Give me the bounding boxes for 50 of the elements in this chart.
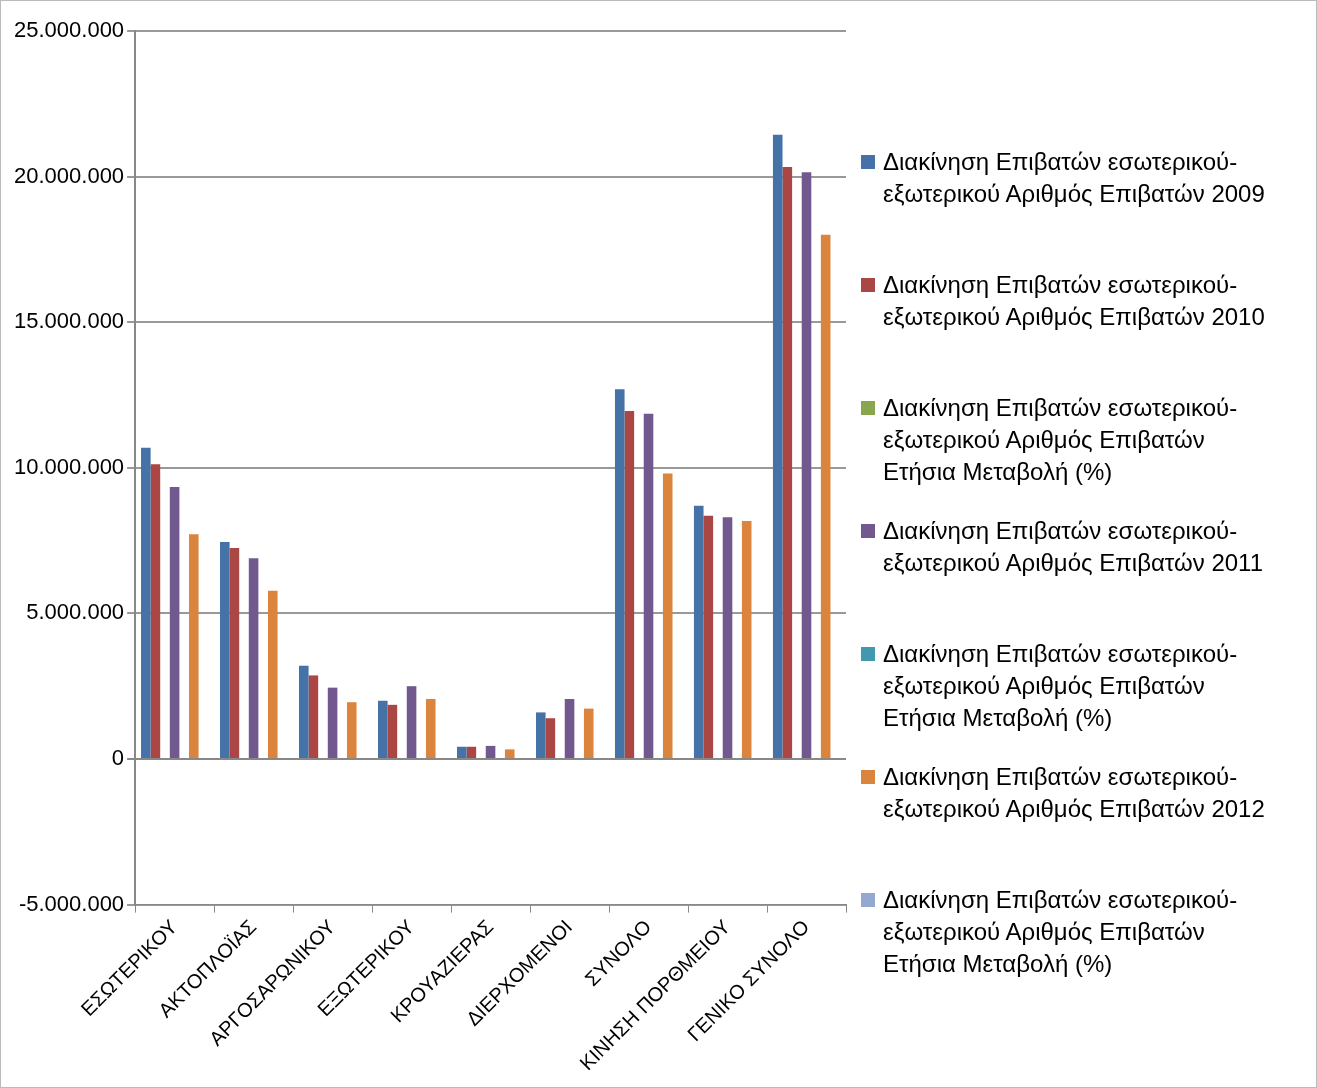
bar	[425, 699, 436, 758]
bar	[169, 487, 180, 758]
bar	[643, 413, 654, 758]
bar	[327, 687, 338, 758]
bar	[485, 745, 496, 758]
y-tick-label: 20.000.000	[14, 162, 125, 188]
bar	[456, 746, 467, 758]
bar	[308, 675, 319, 758]
y-tick-label: 15.000.000	[14, 308, 125, 334]
bar	[150, 464, 161, 758]
bar	[535, 712, 546, 758]
y-tick-label: -5.000.000	[18, 890, 125, 916]
bar	[662, 473, 673, 758]
bar	[248, 558, 259, 758]
bar	[545, 718, 556, 758]
bar	[741, 521, 752, 758]
bar	[378, 700, 388, 758]
bar	[624, 411, 635, 758]
legend-label: Διακίνηση Επιβατών εσωτερικού-εξωτερικού Αριθμός Επιβατών 2009	[883, 147, 1266, 209]
legend-label: Διακίνηση Επιβατών εσωτερικού-εξωτερικού Αριθμός Επιβατών 2010	[883, 270, 1266, 332]
bar	[564, 699, 575, 758]
legend-label: Διακίνηση Επιβατών εσωτερικού-εξωτερικού Αριθμός Επιβατών Ετήσια Μεταβολή (%)	[883, 639, 1239, 733]
bar	[229, 547, 240, 758]
bar	[406, 686, 417, 758]
bar	[693, 505, 704, 758]
bar	[782, 166, 793, 758]
bar	[801, 172, 812, 758]
bar	[346, 702, 357, 758]
legend-label: Διακίνηση Επιβατών εσωτερικού-εξωτερικού Αριθμός Επιβατών 2012	[883, 762, 1266, 824]
y-tick-label: 25.000.000	[14, 17, 125, 43]
legend-label: Διακίνηση Επιβατών εσωτερικού-εξωτερικού Αριθμός Επιβατών Ετήσια Μεταβολή (%)	[883, 885, 1239, 979]
bar	[387, 704, 398, 758]
bar	[220, 542, 230, 758]
bar	[188, 534, 199, 758]
bar	[820, 234, 831, 758]
bar	[267, 590, 278, 758]
bar	[614, 389, 625, 758]
y-tick-label: 0	[111, 745, 125, 771]
bar	[299, 665, 309, 758]
bar	[722, 517, 733, 758]
bar	[772, 134, 783, 758]
y-tick-label: 5.000.000	[26, 599, 125, 625]
legend-label: Διακίνηση Επιβατών εσωτερικού-εξωτερικού Αριθμός Επιβατών Ετήσια Μεταβολή (%)	[883, 393, 1239, 487]
legend-label: Διακίνηση Επιβατών εσωτερικού-εξωτερικού Αριθμός Επιβατών 2011	[883, 516, 1264, 578]
bar	[504, 749, 515, 758]
bar	[583, 708, 594, 758]
bar	[466, 746, 477, 758]
bar	[703, 515, 714, 758]
y-tick-label: 10.000.000	[14, 453, 125, 479]
bar	[141, 447, 151, 758]
